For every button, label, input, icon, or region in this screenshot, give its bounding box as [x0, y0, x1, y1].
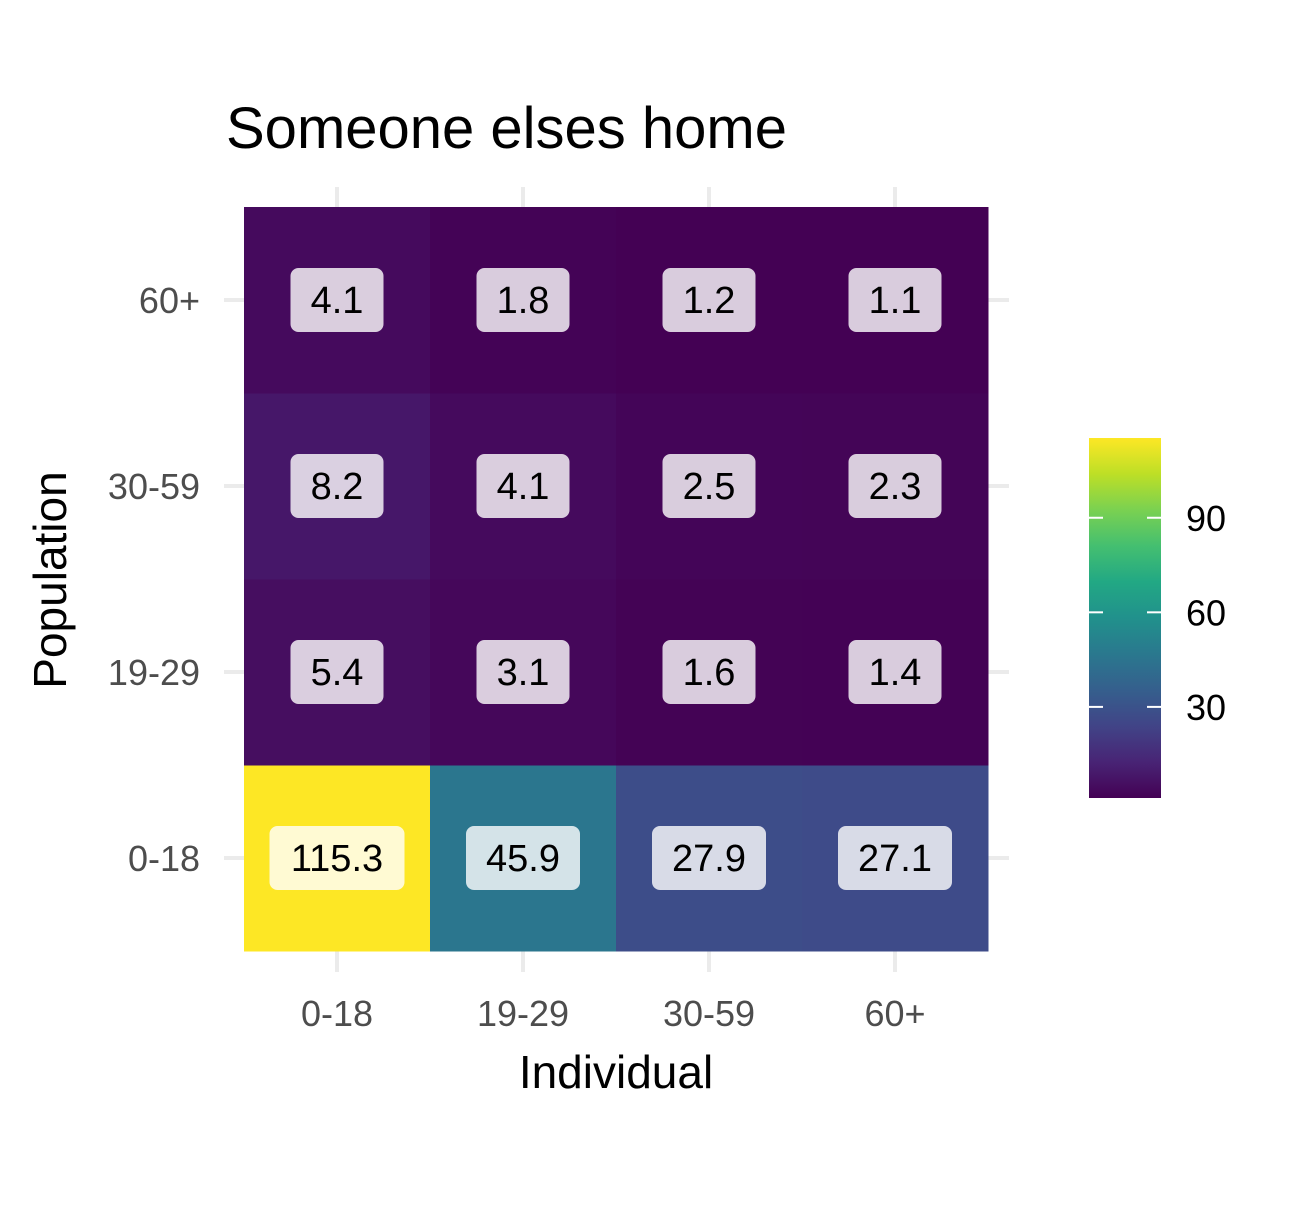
- chart-title: Someone elses home: [226, 96, 787, 161]
- cell-value-labels: 115.3 45.9 27.9 27.1 5.4 3.1 1.6 1.4 8.2 4.1 2.5 2.…: [269, 268, 952, 890]
- x-axis-ticks: 0-18 19-29 30-59 60+: [301, 993, 926, 1034]
- cell-value-label: 2.3: [869, 466, 922, 508]
- y-axis-ticks: 0-18 19-29 30-59 60+: [108, 280, 200, 879]
- cell-label-box: [662, 268, 756, 332]
- cell-value-label: 27.1: [858, 838, 932, 880]
- cell-label-box: [848, 268, 942, 332]
- y-tick-label: 0-18: [128, 838, 200, 879]
- cell-value-label: 8.2: [311, 466, 364, 508]
- y-tick-label: 60+: [139, 280, 200, 321]
- cell-value-label: 1.2: [683, 280, 736, 322]
- cell-label-box: [848, 640, 942, 704]
- colorbar-tick-label: 30: [1186, 687, 1226, 728]
- cell-value-label: 1.6: [683, 652, 736, 694]
- cell-value-label: 4.1: [311, 280, 364, 322]
- colorbar-tick-label: 90: [1186, 498, 1226, 539]
- y-tick-label: 19-29: [108, 652, 200, 693]
- cell-value-label: 45.9: [486, 838, 560, 880]
- x-tick-label: 60+: [864, 993, 925, 1034]
- cell-label-box: [466, 826, 580, 890]
- y-axis-title: Population: [24, 471, 76, 688]
- cell-label-box: [269, 826, 405, 890]
- cell-label-box: [290, 268, 384, 332]
- x-tick-label: 19-29: [477, 993, 569, 1034]
- cell-label-box: [652, 826, 766, 890]
- cell-label-box: [848, 454, 942, 518]
- cell-value-label: 115.3: [291, 838, 383, 880]
- cell-label-box: [838, 826, 952, 890]
- colorbar-ticks: 30 60 90: [1089, 498, 1226, 728]
- cell-label-box: [476, 454, 570, 518]
- color-legend: 30 60 90: [1089, 438, 1226, 798]
- y-tick-label: 30-59: [108, 466, 200, 507]
- cell-value-label: 3.1: [497, 652, 550, 694]
- colorbar-tick-label: 60: [1186, 592, 1226, 633]
- cell-value-label: 1.1: [869, 280, 922, 322]
- cell-value-label: 2.5: [683, 466, 736, 508]
- cell-label-box: [290, 640, 384, 704]
- cell-value-label: 1.8: [497, 280, 550, 322]
- cell-label-box: [476, 268, 570, 332]
- cell-label-box: [662, 454, 756, 518]
- x-tick-label: 0-18: [301, 993, 373, 1034]
- cell-value-label: 5.4: [311, 652, 364, 694]
- colorbar: [1089, 438, 1161, 798]
- cell-value-label: 4.1: [497, 466, 550, 508]
- x-tick-label: 30-59: [663, 993, 755, 1034]
- cell-label-box: [476, 640, 570, 704]
- cell-value-label: 1.4: [869, 652, 922, 694]
- cell-label-box: [290, 454, 384, 518]
- x-axis-title: Individual: [519, 1046, 713, 1098]
- cell-label-box: [662, 640, 756, 704]
- cell-value-label: 27.9: [672, 838, 746, 880]
